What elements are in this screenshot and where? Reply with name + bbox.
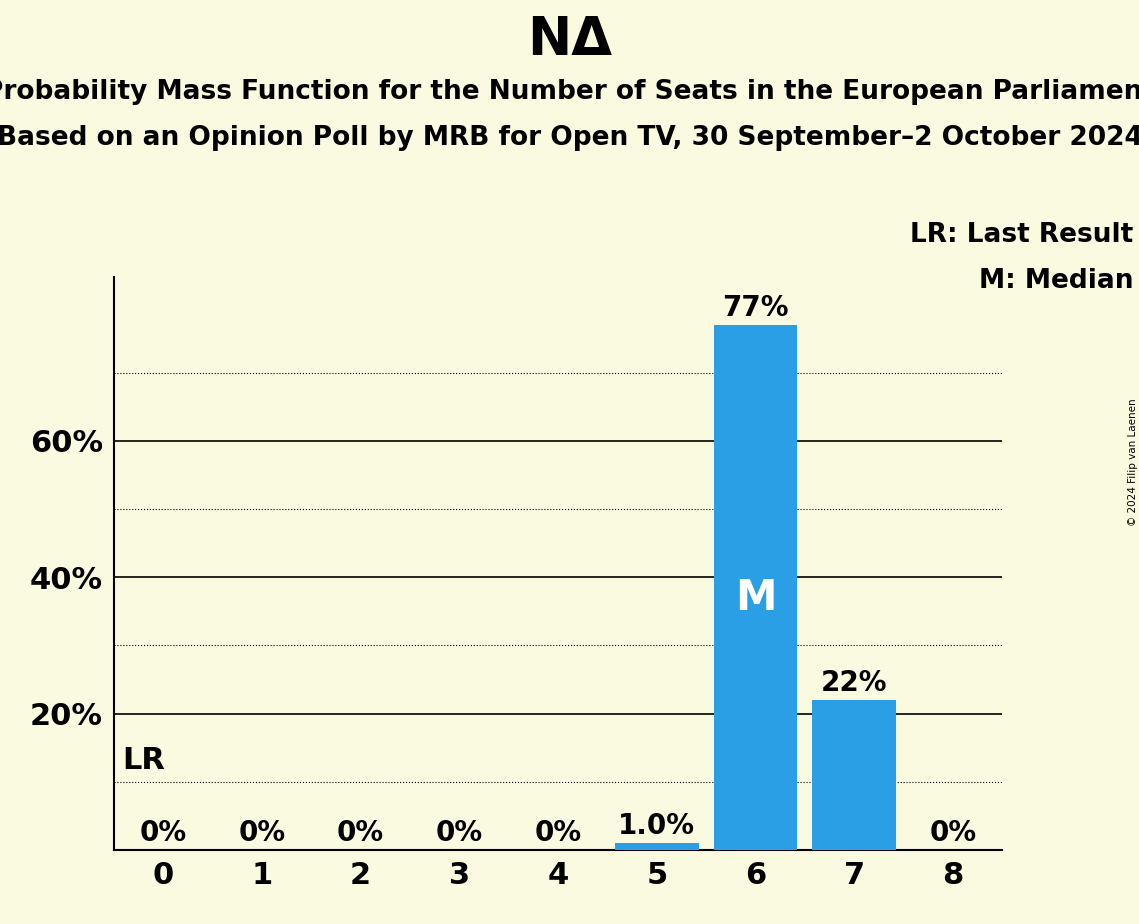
Bar: [713, 325, 797, 850]
Text: M: Median: M: Median: [978, 268, 1133, 294]
Text: 0%: 0%: [436, 819, 483, 846]
Text: M: M: [735, 577, 777, 619]
Text: Probability Mass Function for the Number of Seats in the European Parliament: Probability Mass Function for the Number…: [0, 79, 1139, 104]
Bar: [812, 700, 896, 850]
Text: 0%: 0%: [238, 819, 286, 846]
Bar: [615, 844, 699, 850]
Text: 22%: 22%: [821, 669, 887, 697]
Text: NΔ: NΔ: [527, 14, 612, 66]
Text: 0%: 0%: [534, 819, 582, 846]
Text: 0%: 0%: [337, 819, 384, 846]
Text: Based on an Opinion Poll by MRB for Open TV, 30 September–2 October 2024: Based on an Opinion Poll by MRB for Open…: [0, 125, 1139, 151]
Text: 77%: 77%: [722, 294, 789, 322]
Text: LR: Last Result: LR: Last Result: [910, 222, 1133, 248]
Text: 0%: 0%: [140, 819, 187, 846]
Text: LR: LR: [122, 746, 165, 775]
Text: 0%: 0%: [929, 819, 976, 846]
Text: © 2024 Filip van Laenen: © 2024 Filip van Laenen: [1128, 398, 1138, 526]
Text: 1.0%: 1.0%: [618, 812, 695, 840]
